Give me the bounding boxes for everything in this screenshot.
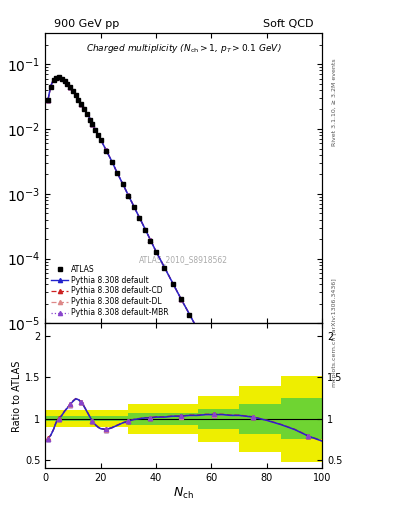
- ATLAS: [98, 137, 103, 143]
- Text: ATLAS_2010_S8918562: ATLAS_2010_S8918562: [139, 255, 228, 264]
- Y-axis label: 1/$\sigma$ d$\sigma$/d$N_{\rm ch}$: 1/$\sigma$ d$\sigma$/d$N_{\rm ch}$: [0, 148, 4, 209]
- ATLAS: [178, 296, 183, 302]
- Legend: ATLAS, Pythia 8.308 default, Pythia 8.308 default-CD, Pythia 8.308 default-DL, P: ATLAS, Pythia 8.308 default, Pythia 8.30…: [49, 262, 171, 319]
- ATLAS: [143, 227, 147, 233]
- ATLAS: [264, 452, 269, 458]
- ATLAS: [57, 74, 61, 80]
- ATLAS: [220, 372, 225, 378]
- ATLAS: [154, 249, 158, 255]
- ATLAS: [162, 265, 167, 271]
- X-axis label: $N_{\rm ch}$: $N_{\rm ch}$: [173, 486, 194, 501]
- ATLAS: [187, 311, 192, 317]
- ATLAS: [292, 500, 297, 506]
- ATLAS: [204, 342, 208, 348]
- ATLAS: [170, 281, 175, 287]
- ATLAS: [62, 78, 67, 84]
- ATLAS: [59, 75, 64, 81]
- ATLAS: [51, 77, 56, 83]
- ATLAS: [46, 97, 50, 103]
- ATLAS: [148, 238, 153, 244]
- Line: ATLAS: ATLAS: [46, 75, 325, 512]
- ATLAS: [82, 106, 86, 113]
- Text: Rivet 3.1.10, ≥ 3.2M events: Rivet 3.1.10, ≥ 3.2M events: [332, 58, 337, 146]
- ATLAS: [195, 327, 200, 333]
- ATLAS: [228, 387, 233, 393]
- ATLAS: [109, 159, 114, 165]
- ATLAS: [68, 84, 72, 91]
- ATLAS: [79, 101, 84, 108]
- ATLAS: [120, 181, 125, 187]
- ATLAS: [54, 75, 59, 81]
- ATLAS: [126, 193, 130, 199]
- ATLAS: [95, 132, 100, 138]
- Y-axis label: Ratio to ATLAS: Ratio to ATLAS: [12, 360, 22, 432]
- Text: Soft QCD: Soft QCD: [263, 19, 314, 29]
- ATLAS: [90, 121, 95, 127]
- ATLAS: [137, 215, 142, 221]
- ATLAS: [71, 89, 75, 95]
- ATLAS: [237, 402, 241, 408]
- ATLAS: [93, 126, 97, 133]
- Text: Charged multiplicity ($N_{\rm ch}>1$, $p_T>0.1$ GeV): Charged multiplicity ($N_{\rm ch}>1$, $p…: [86, 42, 281, 55]
- ATLAS: [84, 111, 89, 117]
- ATLAS: [76, 97, 81, 103]
- ATLAS: [73, 92, 78, 98]
- ATLAS: [104, 148, 108, 154]
- Text: 900 GeV pp: 900 GeV pp: [53, 19, 119, 29]
- ATLAS: [132, 204, 136, 210]
- ATLAS: [278, 477, 283, 483]
- ATLAS: [212, 357, 217, 364]
- ATLAS: [48, 83, 53, 90]
- ATLAS: [87, 116, 92, 122]
- ATLAS: [251, 428, 255, 434]
- Text: mcplots.cern.ch [arXiv:1306.3436]: mcplots.cern.ch [arXiv:1306.3436]: [332, 279, 337, 387]
- ATLAS: [115, 170, 119, 176]
- ATLAS: [65, 80, 70, 87]
